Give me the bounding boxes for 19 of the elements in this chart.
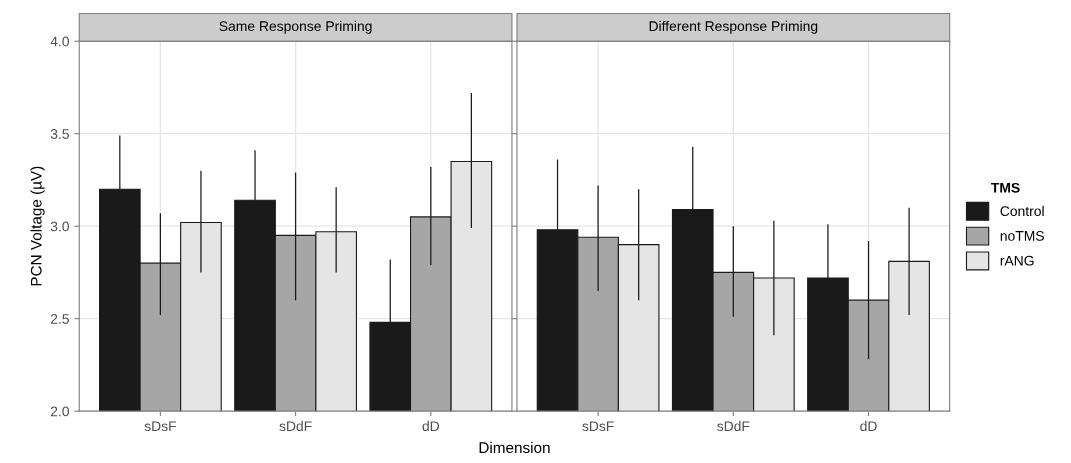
chart-title: Same Response Priming [219,20,372,34]
y-tick-label: 3.0 [50,221,69,232]
y-tick-label: 2.0 [50,406,69,417]
x-tick-label: sDsF [144,421,177,432]
y-tick-label: 2.5 [50,313,69,324]
x-tick-label: dD [422,420,440,432]
x-tick-label: dD [860,420,877,432]
legend-title: TMS [991,182,1020,193]
y-tick-label: 3.5 [50,129,69,139]
x-axis-title: Dimension [479,441,550,454]
y-axis-title: PCN Voltage (µV) [30,166,45,286]
y-tick-label: 4.0 [50,36,69,47]
x-tick-label: sDsF [582,421,614,432]
legend-label: rANG [1000,255,1034,266]
x-tick-label: sDdF [717,420,750,432]
x-tick-label: sDdF [279,420,312,432]
legend-label: noTMS [1000,230,1044,241]
chart-title: Different Response Priming [649,20,818,34]
legend-label: Control [1000,205,1044,217]
